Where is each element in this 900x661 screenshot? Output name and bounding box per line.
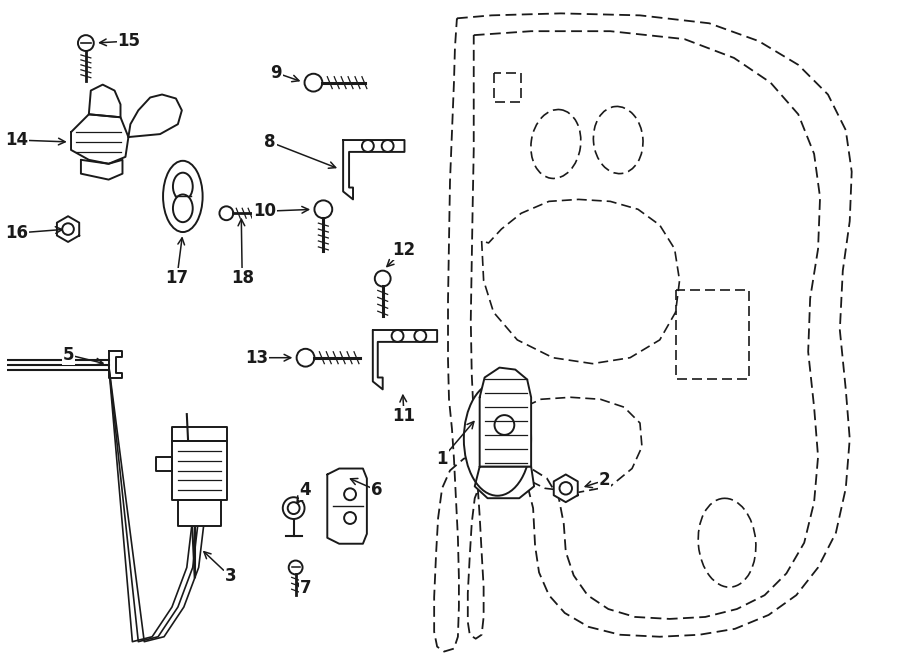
- Circle shape: [494, 415, 514, 435]
- Circle shape: [314, 200, 332, 218]
- Polygon shape: [328, 469, 367, 544]
- Text: 7: 7: [297, 579, 311, 598]
- Circle shape: [78, 35, 94, 51]
- Polygon shape: [71, 114, 129, 164]
- Circle shape: [382, 140, 393, 152]
- Text: 5: 5: [62, 346, 103, 365]
- Text: 13: 13: [245, 349, 291, 367]
- Circle shape: [560, 482, 572, 494]
- Circle shape: [344, 488, 356, 500]
- Text: 1: 1: [436, 422, 474, 467]
- Polygon shape: [89, 85, 121, 117]
- Text: 16: 16: [5, 224, 62, 242]
- Ellipse shape: [173, 173, 193, 200]
- Polygon shape: [172, 427, 228, 441]
- Text: 4: 4: [297, 481, 311, 503]
- Text: 3: 3: [204, 552, 236, 586]
- Text: 10: 10: [253, 202, 309, 220]
- Polygon shape: [178, 500, 221, 526]
- Polygon shape: [373, 330, 437, 389]
- Polygon shape: [480, 368, 531, 467]
- Text: 14: 14: [5, 131, 65, 149]
- Circle shape: [62, 223, 74, 235]
- Polygon shape: [172, 441, 228, 500]
- Polygon shape: [109, 351, 122, 379]
- Polygon shape: [343, 140, 404, 200]
- Text: 9: 9: [270, 63, 299, 82]
- Polygon shape: [57, 216, 79, 242]
- Text: 8: 8: [265, 133, 336, 169]
- Circle shape: [304, 74, 322, 91]
- Circle shape: [297, 349, 314, 367]
- Polygon shape: [554, 475, 578, 502]
- Circle shape: [283, 497, 304, 519]
- Polygon shape: [129, 95, 182, 137]
- Circle shape: [220, 206, 233, 220]
- Polygon shape: [156, 457, 172, 471]
- Text: 18: 18: [230, 219, 254, 287]
- Circle shape: [414, 330, 427, 342]
- Text: 17: 17: [166, 238, 188, 287]
- Circle shape: [289, 561, 302, 574]
- Circle shape: [374, 270, 391, 286]
- Text: 6: 6: [350, 479, 382, 499]
- Polygon shape: [474, 467, 534, 498]
- Polygon shape: [81, 160, 122, 180]
- Circle shape: [392, 330, 403, 342]
- Circle shape: [344, 512, 356, 524]
- Circle shape: [288, 502, 300, 514]
- Ellipse shape: [163, 161, 202, 232]
- Circle shape: [362, 140, 374, 152]
- Ellipse shape: [464, 382, 531, 496]
- Text: 15: 15: [100, 32, 140, 50]
- Text: 2: 2: [585, 471, 610, 489]
- Text: 12: 12: [387, 241, 416, 266]
- Text: 11: 11: [392, 395, 416, 425]
- Ellipse shape: [173, 194, 193, 222]
